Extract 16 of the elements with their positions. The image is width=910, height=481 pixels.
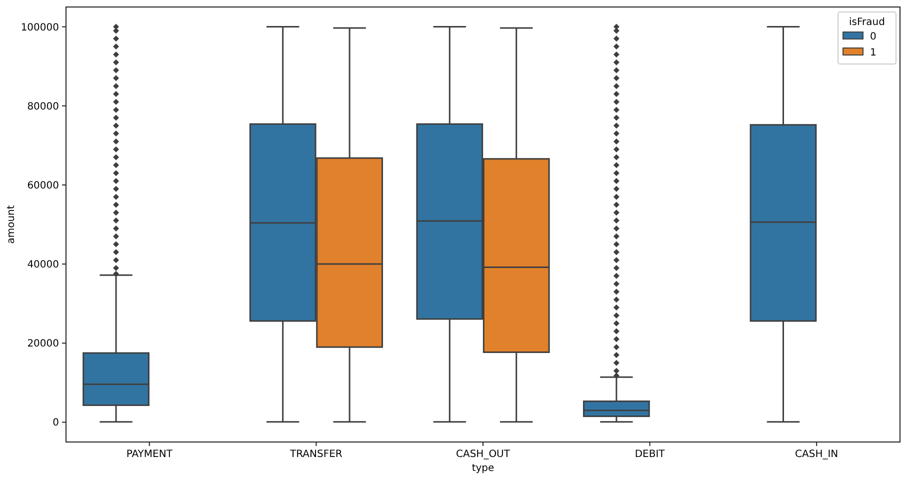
legend-title: isFraud	[849, 17, 885, 28]
legend-label: 0	[870, 32, 876, 42]
y-tick-label: 60000	[27, 180, 59, 192]
y-tick-label: 40000	[27, 260, 59, 271]
x-tick-label: CASH_IN	[795, 449, 838, 460]
x-axis-title: type	[472, 463, 494, 474]
y-tick-label: 80000	[27, 101, 59, 112]
y-tick-label: 0	[52, 418, 59, 429]
y-tick-label: 100000	[20, 22, 59, 34]
legend-label: 1	[870, 48, 876, 58]
x-tick-label: CASH_OUT	[456, 449, 511, 460]
x-tick-label: DEBIT	[634, 449, 666, 460]
y-tick-label: 20000	[27, 338, 59, 350]
y-axis-title: amount	[6, 205, 17, 244]
x-tick-label: TRANSFER	[289, 449, 342, 460]
x-tick-label: PAYMENT	[126, 449, 174, 460]
